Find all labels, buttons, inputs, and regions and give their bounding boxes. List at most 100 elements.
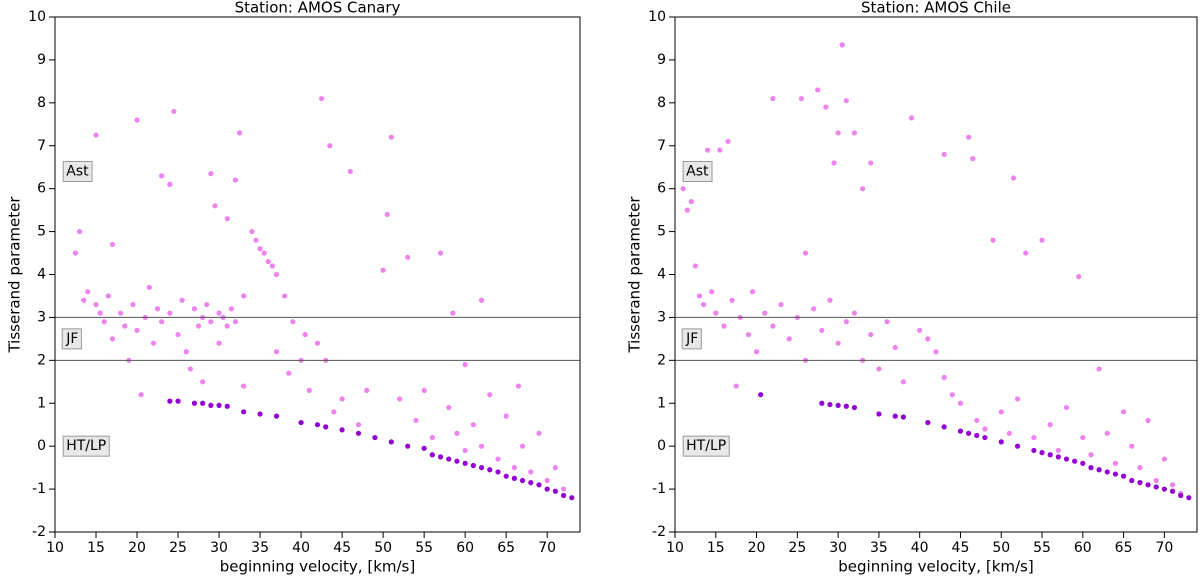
point (249, 228, 255, 235)
point (709, 289, 715, 295)
point (454, 430, 460, 436)
point (175, 331, 181, 338)
point (892, 413, 898, 419)
point (552, 465, 558, 471)
point (1129, 477, 1135, 484)
region-label: JF (65, 331, 78, 347)
point (1088, 452, 1094, 458)
region-label: HT/LP (686, 438, 726, 454)
point (224, 323, 230, 329)
y-tick-label: 1 (657, 395, 666, 411)
point (1112, 471, 1119, 477)
plot-frame (674, 16, 1198, 533)
point (917, 327, 923, 333)
point (138, 392, 144, 398)
y-tick-label: -1 (32, 481, 46, 497)
x-tick-label: 55 (1033, 540, 1051, 556)
point (982, 434, 988, 441)
point (1120, 409, 1127, 415)
point (134, 117, 140, 123)
point (1072, 458, 1078, 464)
point (839, 42, 845, 48)
point (421, 445, 427, 451)
point (544, 477, 550, 484)
point (1080, 434, 1086, 441)
point (827, 297, 833, 303)
point (109, 241, 116, 248)
point (85, 289, 91, 295)
point (1047, 452, 1053, 458)
point (167, 398, 173, 404)
point (684, 207, 690, 213)
point (216, 402, 222, 408)
point (1080, 460, 1086, 466)
y-tick-label: 10 (648, 9, 666, 25)
point (998, 439, 1004, 445)
y-axis-label: Tisserand parameter (626, 196, 644, 354)
point (536, 430, 542, 436)
point (868, 331, 874, 338)
point (1137, 480, 1143, 486)
x-tick-label: 65 (497, 540, 515, 556)
point (200, 379, 206, 385)
y-tick-label: 0 (37, 438, 46, 454)
point (323, 424, 329, 430)
point (478, 297, 485, 303)
point (204, 301, 210, 308)
point (388, 134, 394, 140)
x-tick-label: 20 (128, 540, 146, 556)
point (941, 151, 947, 157)
region-label: Ast (686, 164, 709, 180)
point (437, 250, 444, 256)
point (1112, 460, 1119, 466)
point (130, 301, 136, 308)
point (396, 396, 403, 402)
point (1096, 467, 1102, 473)
y-tick-label: 2 (37, 352, 46, 368)
point (1055, 447, 1061, 454)
plot-frame (54, 16, 581, 533)
y-tick-label: 6 (37, 181, 46, 197)
point (966, 430, 972, 436)
point (1129, 443, 1135, 449)
point (1161, 486, 1167, 492)
point (462, 362, 468, 368)
point (1031, 434, 1037, 441)
point (1120, 473, 1127, 479)
point (384, 211, 390, 218)
point (446, 456, 452, 462)
point (519, 477, 526, 484)
y-tick-label: -1 (652, 481, 666, 497)
y-tick-label: 5 (37, 224, 46, 240)
point (187, 366, 193, 372)
point (990, 237, 996, 243)
point (159, 173, 165, 179)
y-tick-label: 8 (37, 95, 46, 111)
point (314, 422, 321, 428)
point (957, 400, 964, 406)
point (835, 130, 841, 136)
label-box (682, 161, 713, 182)
x-tick-label: 20 (748, 540, 766, 556)
point (470, 422, 476, 428)
point (941, 424, 947, 430)
point (1063, 456, 1070, 462)
point (705, 147, 711, 153)
point (511, 465, 517, 471)
label-box (62, 435, 110, 457)
point (843, 403, 849, 409)
point (700, 301, 707, 308)
point (454, 458, 460, 464)
y-tick-label: 7 (657, 138, 666, 154)
point (827, 401, 833, 408)
point (957, 428, 964, 434)
point (536, 482, 542, 488)
point (269, 263, 275, 269)
point (1169, 488, 1176, 494)
point (900, 379, 906, 385)
point (200, 400, 206, 406)
point (109, 336, 116, 342)
point (314, 340, 321, 346)
point (355, 422, 362, 428)
